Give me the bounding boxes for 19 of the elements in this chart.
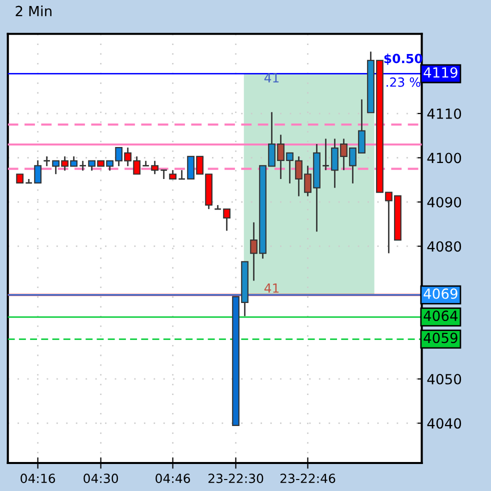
x-tick-label: 04:46: [156, 474, 190, 484]
chart-title: 2 Min: [16, 6, 52, 16]
annotation: .23 %: [386, 77, 420, 87]
ref-line-label: 4119: [424, 67, 458, 78]
x-tick-label: 23-22:46: [280, 474, 336, 484]
x-tick-label: 04:30: [84, 474, 118, 484]
ref-line-label: 4069: [424, 288, 458, 299]
y-tick-label: 4040: [427, 418, 462, 429]
y-tick-label: 4100: [427, 152, 462, 164]
y-tick-label: 4110: [427, 108, 462, 119]
y-tick-label: 4080: [427, 241, 462, 252]
x-tick-label: 04:16: [20, 474, 56, 484]
ref-line-label: 4064: [424, 310, 458, 322]
x-tick-label: 23-22:30: [208, 474, 264, 484]
annotation: 41: [264, 73, 279, 82]
y-tick-label: 4090: [427, 196, 462, 208]
annotation: 41: [264, 284, 279, 293]
y-tick-label: 4050: [427, 374, 462, 384]
ref-line-label: 4059: [424, 332, 458, 344]
